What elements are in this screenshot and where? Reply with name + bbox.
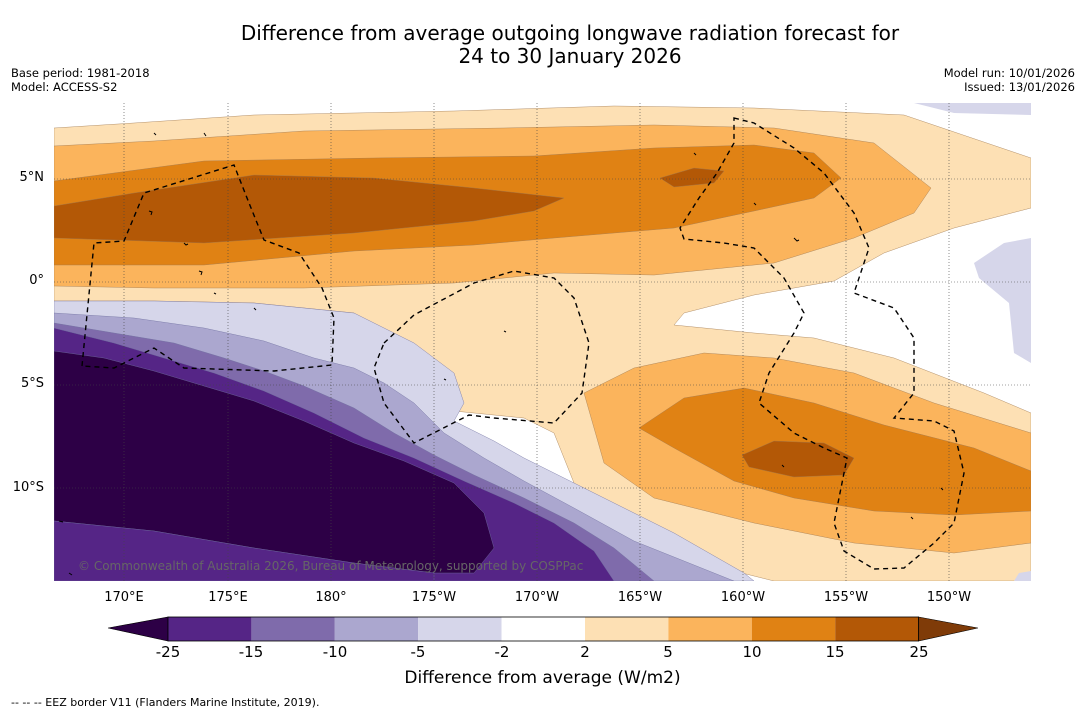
map-title: Difference from average outgoing longwav… <box>0 22 1085 68</box>
colorbar-seg-9 <box>835 617 919 641</box>
grid-lines <box>54 103 1031 581</box>
colorbar-seg-1 <box>168 617 252 641</box>
lon-label-175e: 175°E <box>208 590 248 605</box>
patch-minus-5-2-northeast <box>914 103 1031 115</box>
band-minus-25-15-south <box>54 520 435 581</box>
colorbar-extend-low <box>108 616 169 642</box>
lat-label-10s: 10°S <box>12 480 44 495</box>
lon-label-150w: 150°W <box>926 590 972 605</box>
eez-legend-note: -- -- -- EEZ border V11 (Flanders Marine… <box>11 696 320 709</box>
model-name: Model: ACCESS-S2 <box>11 80 118 94</box>
band-15-25-north <box>54 174 565 244</box>
eez-borders <box>81 117 965 570</box>
colorbar-tick-3: -5 <box>410 643 426 661</box>
map-title-line2: 24 to 30 January 2026 <box>458 44 682 68</box>
colorbar-tick-5: 2 <box>580 643 590 661</box>
lat-label-5s: 5°S <box>20 376 44 391</box>
olr-anomaly-map <box>54 103 1031 581</box>
lon-label-165w: 165°W <box>617 590 663 605</box>
colorbar-tick-2: -10 <box>322 643 348 661</box>
colorbar-seg-5 <box>501 617 585 641</box>
colorbar-seg-4 <box>418 617 502 641</box>
colorbar-label: Difference from average (W/m2) <box>404 668 681 688</box>
colorbar-seg-2 <box>251 617 335 641</box>
lon-label-160w: 160°W <box>720 590 766 605</box>
colorbar-tick-0: -25 <box>155 643 181 661</box>
lon-label-155w: 155°W <box>823 590 869 605</box>
copyright-credit: © Commonwealth of Australia 2026, Bureau… <box>78 559 584 573</box>
colorbar-tick-7: 10 <box>742 643 762 661</box>
colorbar-tick-8: 15 <box>825 643 845 661</box>
patch-minus-5-2-east <box>974 238 1031 363</box>
colorbar-seg-8 <box>751 617 836 641</box>
map-title-line1: Difference from average outgoing longwav… <box>240 21 900 45</box>
band-15-25-northeast <box>659 167 725 188</box>
issued-date: Issued: 13/01/2026 <box>964 80 1075 94</box>
meta-left: Base period: 1981-2018 Model: ACCESS-S2 <box>11 66 150 94</box>
meta-right: Model run: 10/01/2026 Issued: 13/01/2026 <box>944 66 1075 94</box>
lon-label-175w: 175°W <box>411 590 457 605</box>
patch-minus-5-2-southeast <box>1014 571 1031 581</box>
coastlines <box>58 132 944 576</box>
lon-label-170e: 170°E <box>104 590 144 605</box>
colorbar-extend-high <box>918 616 978 642</box>
colorbar <box>108 616 978 642</box>
lat-label-0: 0° <box>29 273 44 288</box>
lat-label-5n: 5°N <box>19 170 45 185</box>
colorbar-seg-6 <box>585 617 669 641</box>
model-run: Model run: 10/01/2026 <box>943 66 1075 80</box>
colorbar-tick-4: -2 <box>494 643 510 661</box>
colorbar-frame <box>167 616 919 642</box>
colorbar-seg-7 <box>668 617 752 641</box>
lon-label-170w: 170°W <box>514 590 560 605</box>
colorbar-tick-1: -15 <box>238 643 264 661</box>
colorbar-tick-6: 5 <box>663 643 673 661</box>
band-15-25-southeast <box>741 440 855 478</box>
base-period: Base period: 1981-2018 <box>11 66 150 80</box>
colorbar-tick-9: 25 <box>909 643 929 661</box>
colorbar-seg-3 <box>334 617 419 641</box>
lon-label-180: 180° <box>315 590 347 605</box>
